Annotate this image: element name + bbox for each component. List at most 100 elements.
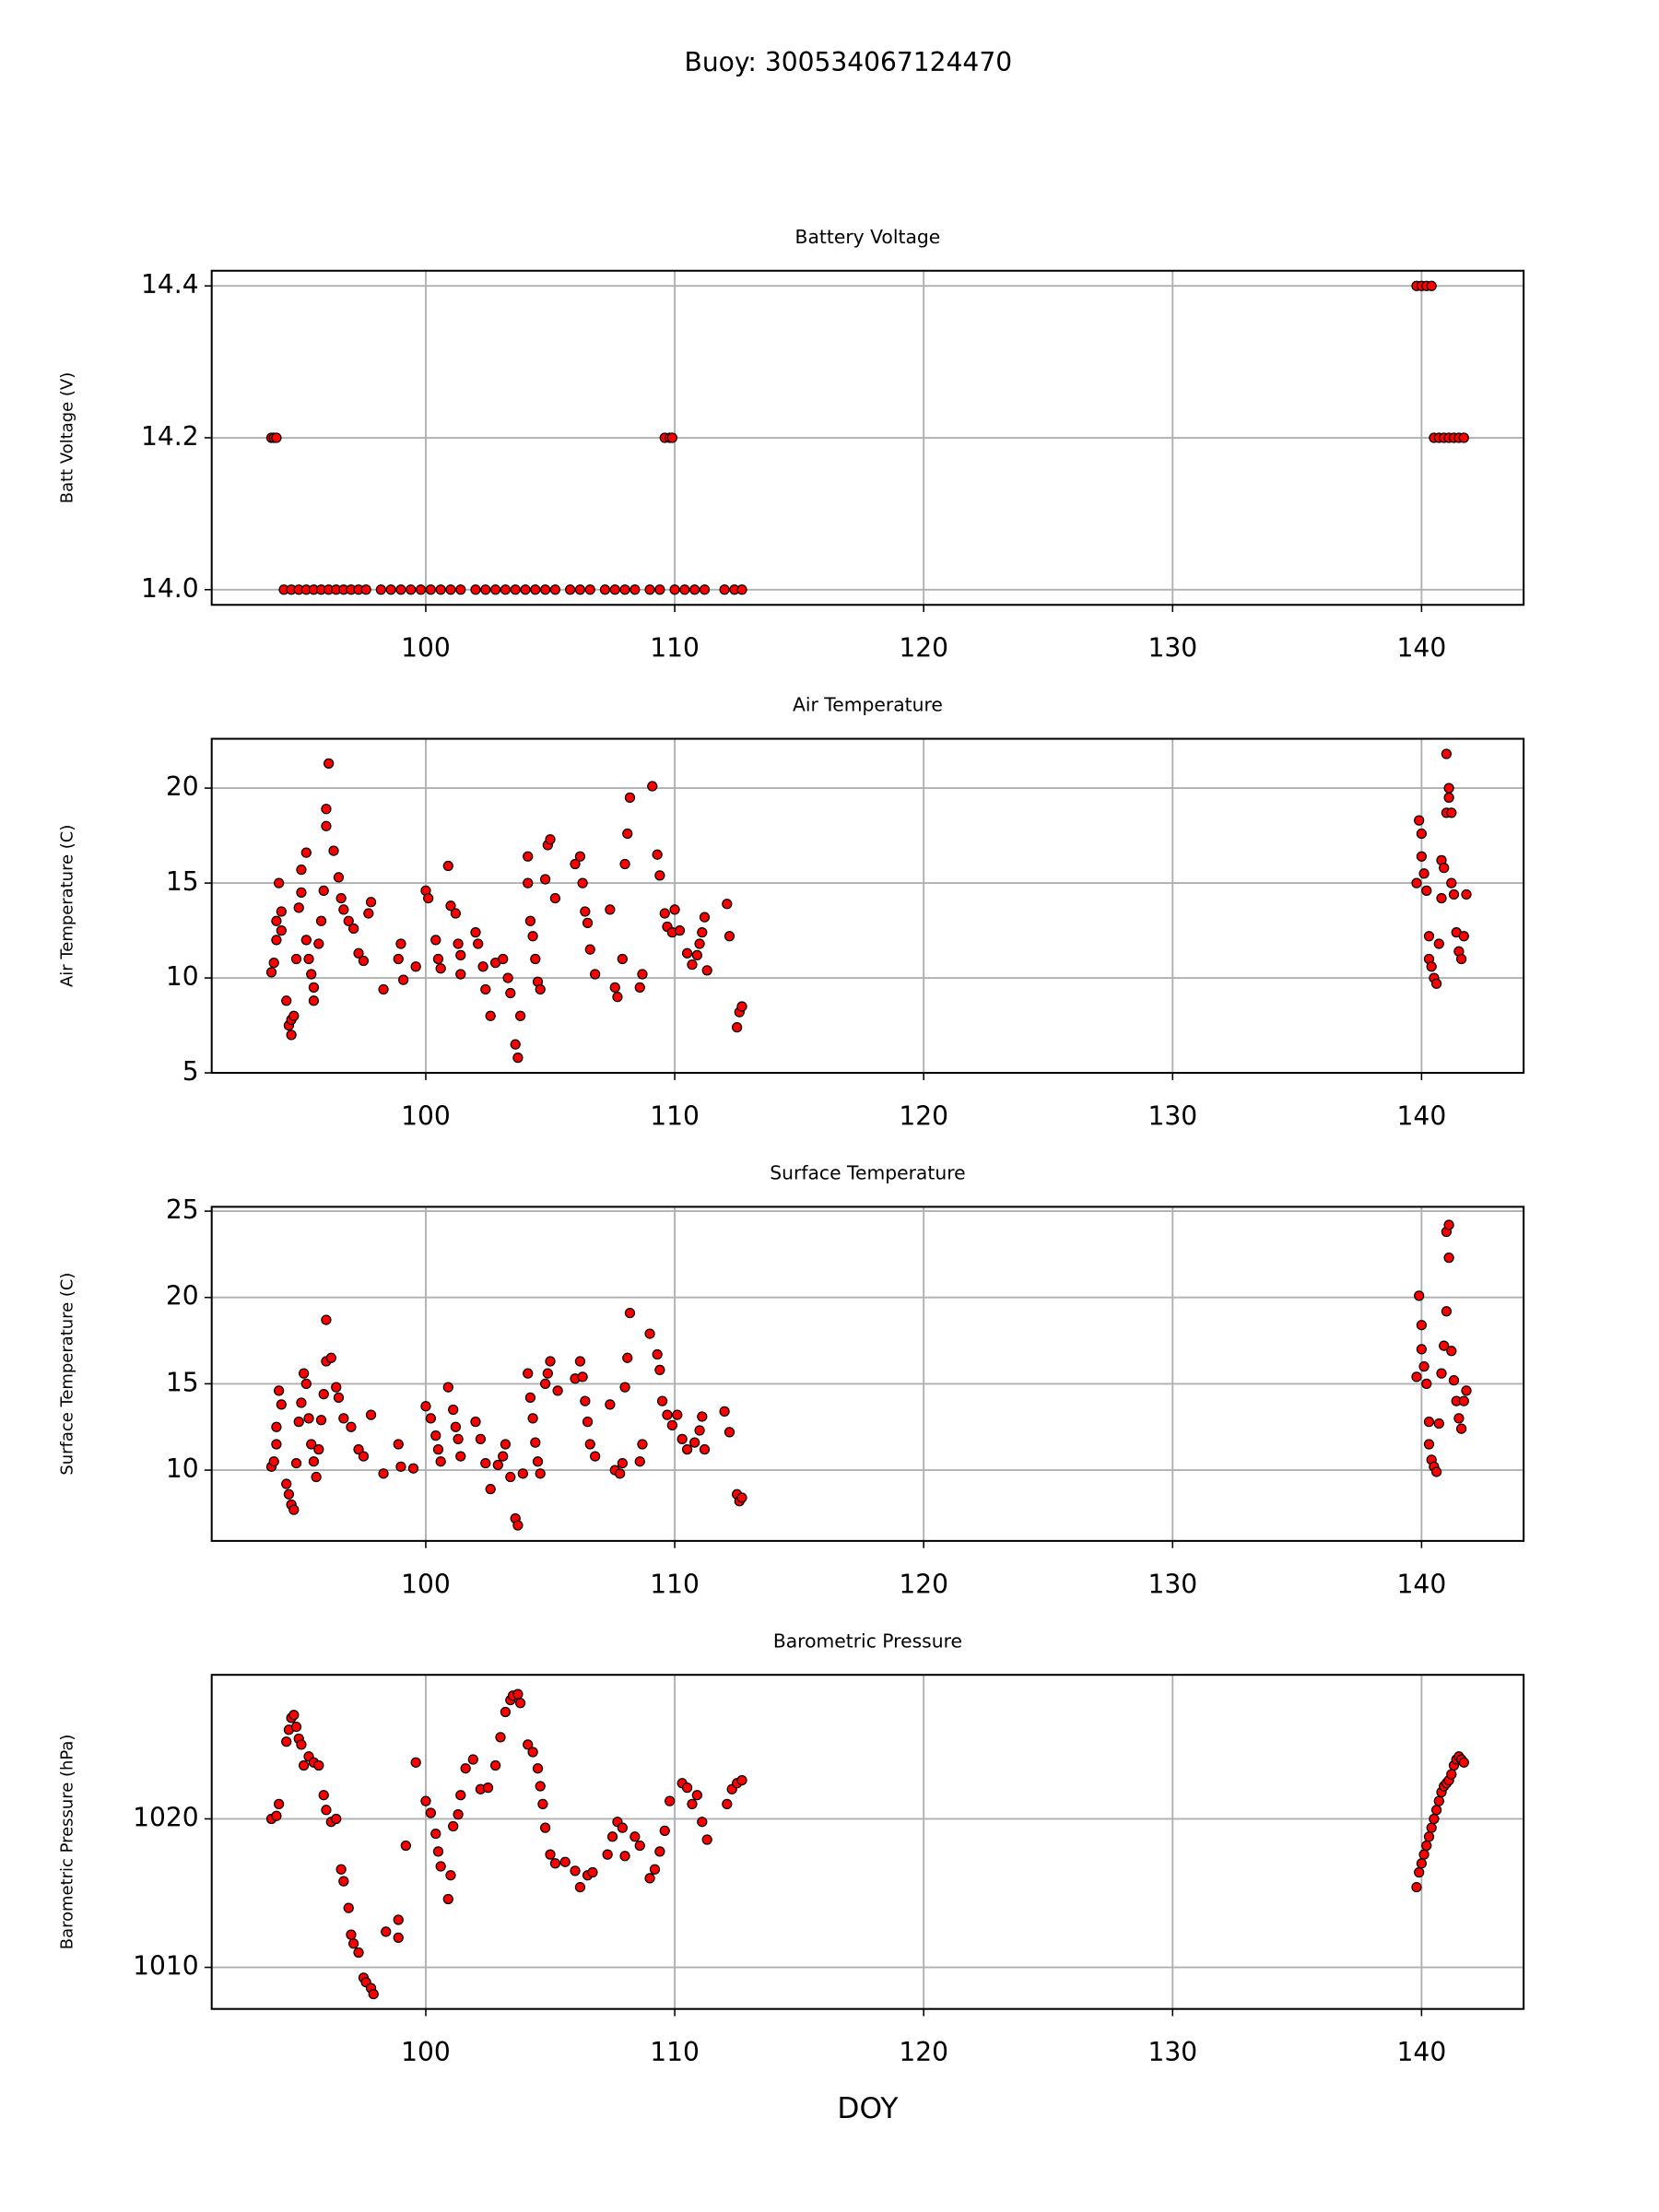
data-point xyxy=(1441,1306,1453,1317)
data-point xyxy=(510,1039,521,1050)
data-point xyxy=(1439,1340,1450,1351)
data-point xyxy=(480,584,491,595)
data-point xyxy=(271,935,282,946)
x-tick-label: 130 xyxy=(1147,633,1197,664)
data-point xyxy=(290,953,302,965)
data-point xyxy=(400,1840,411,1852)
y-tick-label: 15 xyxy=(166,1367,199,1397)
data-point xyxy=(510,584,521,595)
data-point xyxy=(512,1520,524,1531)
data-point xyxy=(524,1392,536,1404)
data-point xyxy=(500,584,512,595)
y-tick-label: 1020 xyxy=(133,1802,199,1832)
data-point xyxy=(420,1795,431,1806)
data-point xyxy=(517,1468,528,1479)
data-point xyxy=(1430,1805,1442,1816)
data-point xyxy=(1416,1344,1428,1355)
data-point xyxy=(300,935,312,946)
data-point xyxy=(318,885,329,896)
data-point xyxy=(502,972,513,983)
y-tick-label: 20 xyxy=(166,1281,199,1312)
data-point xyxy=(665,1795,676,1806)
data-point xyxy=(1414,1866,1425,1878)
data-point xyxy=(697,927,708,938)
data-point xyxy=(273,1798,285,1809)
data-point xyxy=(649,1864,661,1875)
data-point xyxy=(577,877,588,888)
data-point xyxy=(606,1831,618,1842)
data-point xyxy=(321,1314,332,1325)
data-point xyxy=(666,1419,678,1430)
data-point xyxy=(348,923,359,935)
data-point xyxy=(652,1348,663,1360)
data-point xyxy=(1421,1378,1432,1390)
data-point xyxy=(615,1468,626,1479)
data-point xyxy=(532,1456,544,1467)
data-point xyxy=(584,584,595,595)
data-point xyxy=(338,1876,349,1887)
data-point xyxy=(318,1389,329,1400)
data-point xyxy=(1411,877,1422,888)
data-point xyxy=(552,1385,563,1396)
x-tick-label: 100 xyxy=(401,633,451,664)
data-point xyxy=(530,1437,541,1448)
x-tick-label: 130 xyxy=(1147,1101,1197,1132)
y-axis-label: Surface Temperature (C) xyxy=(57,1273,76,1476)
y-tick-label: 14.2 xyxy=(141,421,199,452)
data-point xyxy=(514,1698,526,1709)
data-point xyxy=(308,1456,320,1467)
data-point xyxy=(1446,807,1457,818)
data-point xyxy=(1458,1395,1469,1406)
data-point xyxy=(470,1416,481,1428)
data-point xyxy=(315,1415,327,1426)
data-point xyxy=(467,1754,478,1765)
data-point xyxy=(669,584,680,595)
data-point xyxy=(629,1831,641,1842)
y-tick-label: 20 xyxy=(166,771,199,802)
data-point xyxy=(271,1421,282,1432)
data-point xyxy=(271,1810,282,1821)
data-point xyxy=(435,1861,446,1872)
data-point xyxy=(1423,931,1435,942)
data-point xyxy=(348,1938,359,1949)
data-point xyxy=(514,1010,526,1021)
data-point xyxy=(1426,280,1437,291)
data-point xyxy=(523,851,534,862)
data-point xyxy=(697,1817,708,1828)
data-point xyxy=(500,1439,512,1450)
data-point xyxy=(482,1783,494,1794)
data-point xyxy=(485,1484,496,1495)
data-point xyxy=(381,1926,392,1937)
data-point xyxy=(395,584,406,595)
data-point xyxy=(1423,1831,1435,1842)
data-point xyxy=(1411,1371,1422,1382)
data-point xyxy=(697,1411,708,1422)
data-point xyxy=(311,1471,322,1483)
data-point xyxy=(724,1427,735,1438)
data-point xyxy=(612,992,623,1003)
data-point xyxy=(574,1881,586,1893)
data-point xyxy=(609,584,620,595)
data-point xyxy=(527,1413,538,1424)
data-point xyxy=(644,1873,655,1884)
data-point xyxy=(662,1409,673,1420)
data-point xyxy=(420,1401,431,1412)
subplot: 100 110 120 130 140 10 15 20 25 Surface Temperatu… xyxy=(57,1161,1525,1599)
data-point xyxy=(523,877,534,888)
data-point xyxy=(335,1864,347,1875)
data-point xyxy=(271,1439,282,1450)
data-point xyxy=(308,982,320,994)
data-point xyxy=(537,1798,548,1809)
data-point xyxy=(283,1488,295,1500)
data-point xyxy=(281,1736,292,1747)
subplot-title: Battery Voltage xyxy=(795,226,941,248)
data-point xyxy=(624,1307,636,1319)
data-point xyxy=(395,1461,406,1472)
data-point xyxy=(271,432,282,443)
data-point xyxy=(619,584,630,595)
data-point xyxy=(470,927,481,938)
data-point xyxy=(1421,1840,1432,1852)
data-point xyxy=(724,931,735,942)
data-point xyxy=(539,584,551,595)
data-point xyxy=(637,969,648,980)
